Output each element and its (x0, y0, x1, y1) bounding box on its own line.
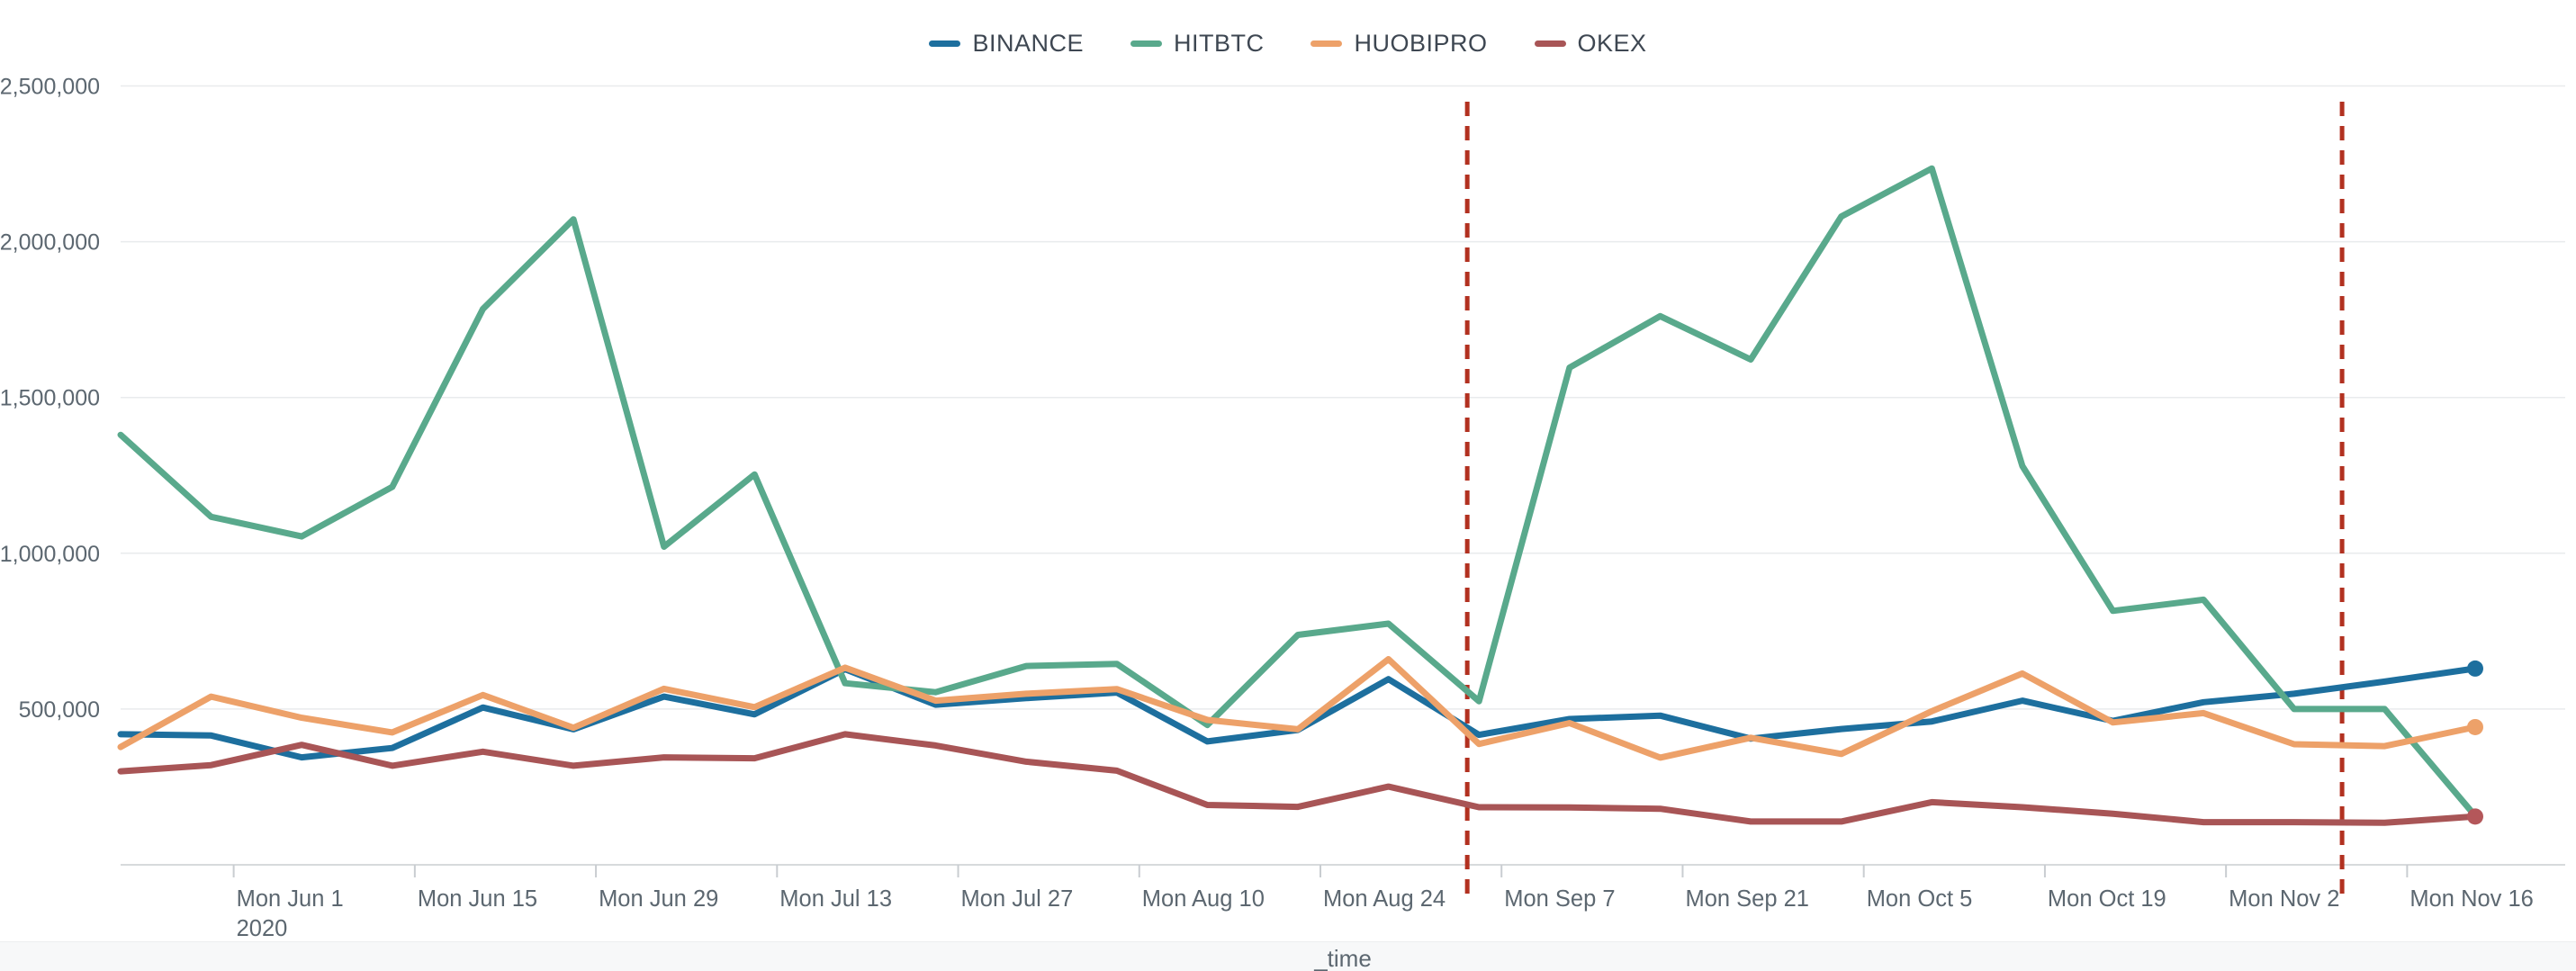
series-line-huobipro[interactable] (117, 656, 2479, 761)
x-tick-label: Mon Nov 16 (2409, 886, 2534, 912)
y-axis-label: 2,500,000 (0, 75, 100, 100)
legend-item-okex[interactable]: OKEX (1534, 29, 1647, 58)
x-tick-label: Mon Jul 27 (961, 886, 1074, 912)
legend: BINANCE HITBTC HUOBIPRO OKEX (0, 23, 2576, 63)
y-axis-label: 1,000,000 (0, 542, 100, 567)
y-axis-label: 500,000 (19, 697, 100, 723)
legend-item-label: OKEX (1577, 29, 1647, 57)
legend-swatch-icon (929, 40, 961, 47)
x-tick-label: Mon Jun 29 (599, 886, 718, 912)
legend-swatch-icon (1534, 40, 1566, 47)
footer-band (0, 941, 2576, 971)
end-dot-binance[interactable] (2467, 660, 2483, 677)
x-tick-label: Mon Jun 1 (237, 886, 344, 912)
legend-item-binance[interactable]: BINANCE (929, 30, 1084, 58)
series-line-hitbtc[interactable] (117, 165, 2479, 820)
x-tick-label: Mon Nov 2 (2229, 886, 2339, 912)
x-tick-label: Mon Aug 10 (1142, 886, 1265, 912)
legend-swatch-icon (1130, 40, 1162, 47)
legend-item-hitbtc[interactable]: HITBTC (1130, 30, 1265, 58)
x-tick-label: Mon Oct 19 (2048, 886, 2166, 912)
series-line-binance[interactable] (117, 665, 2479, 761)
y-axis-label: 1,500,000 (0, 386, 100, 411)
y-axis-label: 2,000,000 (0, 230, 100, 256)
series-line-okex[interactable] (117, 731, 2479, 826)
end-dot-huobipro[interactable] (2467, 718, 2483, 735)
x-tick-sublabel: 2020 (237, 916, 288, 941)
x-tick-label: Mon Sep 21 (1685, 886, 1809, 912)
legend-item-label: HITBTC (1173, 29, 1265, 57)
legend-item-label: BINANCE (972, 29, 1084, 57)
legend-swatch-icon (1311, 40, 1343, 47)
legend-item-label: HUOBIPRO (1354, 29, 1488, 57)
x-tick-label: Mon Aug 24 (1323, 886, 1446, 912)
legend-item-huobipro[interactable]: HUOBIPRO (1311, 30, 1487, 58)
end-dot-okex[interactable] (2467, 808, 2483, 825)
x-axis-title: _time (1314, 945, 1372, 971)
x-tick-label: Mon Oct 5 (1867, 886, 1973, 912)
x-tick-label: Mon Sep 7 (1504, 886, 1615, 912)
x-tick-label: Mon Jul 13 (779, 886, 892, 912)
x-tick-label: Mon Jun 15 (418, 886, 537, 912)
